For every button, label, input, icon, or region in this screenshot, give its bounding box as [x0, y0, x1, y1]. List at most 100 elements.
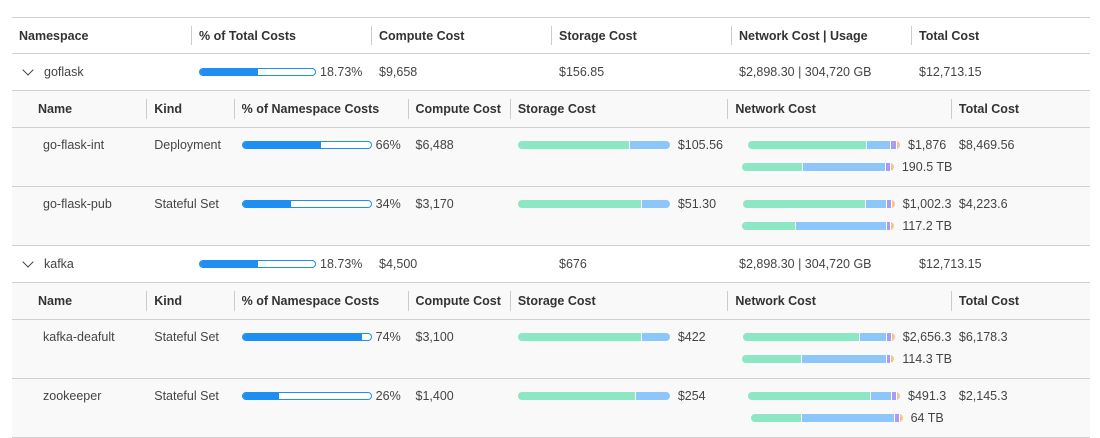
sub-col[interactable]: Storage Cost [509, 91, 736, 127]
storage-cost: $254 [677, 389, 706, 403]
sub-col[interactable]: Compute Cost [407, 91, 518, 127]
pct-value: 18.73% [320, 257, 363, 271]
bar-segment [742, 333, 860, 341]
bar-segment [865, 200, 888, 208]
sub-col[interactable]: Network Cost [727, 283, 959, 319]
bar-segment [741, 163, 803, 171]
namespace-details: Name Kind% of Namespace Costs Compute Cost… [12, 283, 1090, 438]
item-name[interactable]: kafka-deafult [43, 330, 115, 344]
bar-segment [887, 333, 892, 341]
chevron-down-icon[interactable] [22, 64, 34, 76]
compute-cost: $6,488 [415, 138, 454, 152]
bar-segment [636, 392, 670, 400]
network-cost: $2,898.30 | 304,720 GB [739, 65, 872, 79]
col-pct-total[interactable]: % of Total Costs [191, 18, 379, 53]
col-namespace[interactable]: Namespace [19, 28, 89, 43]
pct-value: 26% [375, 389, 401, 403]
storage-bar [517, 333, 670, 341]
table-row[interactable]: go-flask-pub Stateful Set 34% $3,170 $51… [12, 187, 1090, 246]
total-cost: $12,713.15 [919, 257, 982, 271]
col-total[interactable]: Total Cost [911, 18, 1090, 53]
item-kind: Stateful Set [154, 197, 219, 211]
network-usage-bar [742, 355, 895, 363]
bar-segment [642, 333, 670, 341]
sub-col[interactable]: Kind [146, 283, 241, 319]
pct-bar [199, 68, 316, 76]
total-cost: $4,223.6 [958, 197, 1008, 211]
sub-col[interactable]: % of Namespace Costs [233, 91, 416, 127]
sub-col[interactable]: Network Cost [727, 91, 959, 127]
chevron-down-icon[interactable] [22, 256, 34, 268]
table-row[interactable]: zookeeper Stateful Set 26% $1,400 $254 $… [12, 379, 1090, 438]
network-cost: $491.3 [908, 389, 947, 403]
bar-segment [517, 141, 631, 149]
bar-segment [742, 200, 866, 208]
item-kind: Deployment [154, 138, 221, 152]
table-header: Namespace % of Total Costs Compute Cost … [12, 18, 1090, 54]
total-cost: $12,713.15 [919, 65, 982, 79]
storage-cost: $51.30 [677, 197, 717, 211]
col-storage[interactable]: Storage Cost [551, 18, 739, 53]
bar-segment [517, 200, 643, 208]
item-name[interactable]: zookeeper [43, 389, 102, 403]
storage-cost: $422 [677, 330, 706, 344]
sub-col[interactable]: Name [38, 294, 73, 308]
total-cost: $6,178.3 [958, 330, 1008, 344]
pct-value: 66% [375, 138, 401, 152]
namespace-row[interactable]: goflask 18.73% $9,658 $156.85 $2,898.30 … [12, 54, 1090, 91]
network-usage: 64 TB [910, 411, 944, 425]
sub-col[interactable]: Compute Cost [407, 283, 518, 319]
sub-col[interactable]: Total Cost [950, 91, 1090, 127]
network-cost-bar [742, 333, 895, 341]
namespace-row[interactable]: kafka 18.73% $4,500 $676 $2,898.30 | 304… [12, 246, 1090, 283]
network-usage-bar [741, 163, 894, 171]
compute-cost: $9,658 [379, 65, 418, 79]
bar-segment [748, 392, 872, 400]
pct-bar [241, 200, 372, 208]
col-compute[interactable]: Compute Cost [371, 18, 559, 53]
bar-segment [887, 200, 892, 208]
sub-table-header: Name Kind% of Namespace Costs Compute Cost… [12, 91, 1090, 128]
network-cost: $2,656.3 [902, 330, 952, 344]
total-cost: $2,145.3 [958, 389, 1008, 403]
item-name[interactable]: go-flask-int [43, 138, 105, 152]
table-row[interactable]: kafka-deafult Stateful Set 74% $3,100 $4… [12, 320, 1090, 379]
item-name[interactable]: go-flask-pub [43, 197, 112, 211]
bar-segment [866, 141, 891, 149]
bar-segment [517, 392, 637, 400]
bar-segment [517, 333, 643, 341]
bar-segment [886, 355, 892, 363]
network-cost: $2,898.30 | 304,720 GB [739, 257, 872, 271]
network-cost-bar [748, 141, 900, 149]
bar-segment [899, 414, 903, 422]
sub-col[interactable]: Storage Cost [509, 283, 736, 319]
storage-cost: $105.56 [677, 138, 724, 152]
sub-col[interactable]: % of Namespace Costs [233, 283, 416, 319]
table-row[interactable]: go-flask-int Deployment 66% $6,488 $105.… [12, 128, 1090, 187]
sub-col[interactable]: Kind [146, 91, 241, 127]
bar-segment [891, 355, 895, 363]
pct-value: 34% [375, 197, 401, 211]
sub-table-header: Name Kind% of Namespace Costs Compute Cost… [12, 283, 1090, 320]
bar-segment [891, 222, 895, 230]
sub-col[interactable]: Total Cost [950, 283, 1090, 319]
bar-segment [802, 414, 895, 422]
col-network[interactable]: Network Cost | Usage [731, 18, 919, 53]
namespace-details: Name Kind% of Namespace Costs Compute Cost… [12, 91, 1090, 246]
bar-segment [859, 333, 888, 341]
bar-segment [891, 333, 895, 341]
storage-bar [517, 141, 670, 149]
bar-segment [748, 141, 867, 149]
sub-col[interactable]: Name [38, 102, 73, 116]
bar-segment [642, 200, 670, 208]
bar-segment [896, 392, 900, 400]
bar-segment [890, 163, 894, 171]
pct-bar [241, 392, 372, 400]
bar-segment [802, 163, 887, 171]
compute-cost: $3,170 [415, 197, 454, 211]
bar-segment [886, 163, 891, 171]
pct-value: 74% [375, 330, 401, 344]
item-kind: Stateful Set [154, 389, 219, 403]
bar-segment [896, 141, 900, 149]
network-usage-bar [742, 222, 895, 230]
